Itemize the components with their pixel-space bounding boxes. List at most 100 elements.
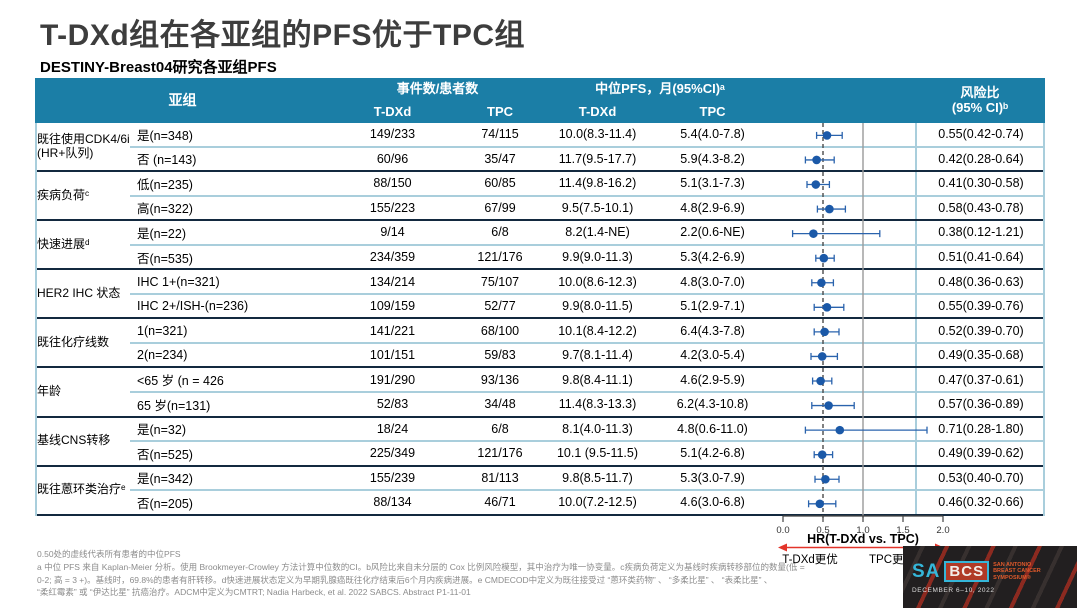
row-level-label: 是(n=32): [137, 423, 186, 438]
pfs-tpc-value: 2.2(0.6-NE): [680, 225, 745, 240]
events-tpc-value: 121/176: [477, 250, 523, 264]
pfs-tpc-value: 4.8(3.0-7.0): [680, 274, 745, 289]
hr-value: 0.49(0.39-0.62): [915, 442, 1045, 465]
hr-value: 0.58(0.43-0.78): [915, 196, 1045, 220]
sabcs-logo-bcs: BCS: [944, 561, 990, 582]
events-tpc-value: 74/115: [481, 127, 519, 142]
pfs-tpc-value: 5.4(4.0-7.8): [680, 127, 745, 142]
pfs-tdxd-value: 8.2(1.4-NE): [565, 225, 630, 240]
hr-value: 0.49(0.35-0.68): [915, 343, 1045, 367]
col-header-events-tpc: TPC: [487, 103, 513, 119]
subgroup-rows: 是(n=342) 155/239 81/113 9.8(8.5-11.7) 5.3(3.…: [130, 466, 1045, 514]
subgroup-group: 既往化疗线数 1(n=321) 141/221 68/100 10.1(8.4-12.2…: [35, 319, 1045, 369]
pfs-tpc-value: 4.6(2.9-5.9): [680, 372, 745, 387]
table-body: 既往使用CDK4/6i (HR+队列) 是(n=348) 149/233 74/115…: [35, 123, 1045, 516]
pfs-tpc-value: 5.1(4.2-6.8): [680, 446, 745, 461]
subgroup-group: HER2 IHC 状态 IHC 1+(n=321) 134/214 75/107 10.…: [35, 270, 1045, 320]
col-header-subgroup: 亚组: [168, 91, 197, 108]
subgroup-label: 快速进展ᵈ: [37, 236, 90, 251]
axis-tick-label: 0.5: [816, 525, 829, 536]
events-tdxd-value: 88/150: [373, 176, 412, 191]
events-tpc-value: 6/8: [491, 225, 509, 240]
pfs-tdxd-value: 10.0(8.3-11.4): [558, 127, 637, 142]
hr-value: 0.51(0.41-0.64): [915, 245, 1045, 269]
events-tdxd-value: 52/83: [376, 397, 409, 412]
subgroup-rows: 1(n=321) 141/221 68/100 10.1(8.4-12.2) 6.4(4…: [130, 319, 1045, 367]
table-row: IHC 1+(n=321) 134/214 75/107 10.0(8.6-12.3)…: [130, 270, 1045, 293]
table-row: 是(n=342) 155/239 81/113 9.8(8.5-11.7) 5.3(3.…: [130, 466, 1045, 490]
hr-value: 0.53(0.40-0.70): [915, 466, 1045, 490]
events-tdxd-value: 225/349: [369, 446, 416, 461]
row-level-label: 2(n=234): [137, 348, 188, 363]
row-level-label: 否 (n=143): [137, 153, 197, 168]
pfs-tpc-value: 5.3(4.2-6.9): [680, 250, 745, 264]
pfs-tpc-value: 4.6(3.0-6.8): [680, 495, 745, 510]
hr-value: 0.46(0.32-0.66): [915, 491, 1045, 514]
pfs-tdxd-value: 11.7(9.5-17.7): [558, 151, 637, 166]
pfs-tdxd-value: 9.5(7.5-10.1): [561, 200, 634, 215]
subgroup-label: 既往使用CDK4/6i (HR+队列): [37, 131, 130, 160]
pfs-tpc-value: 4.8(0.6-11.0): [677, 421, 748, 436]
col-header-events: 事件数/患者数: [396, 81, 479, 97]
events-tpc-value: 67/99: [484, 200, 516, 215]
pfs-tdxd-value: 10.0(7.2-12.5): [558, 495, 637, 510]
table-border-line: [35, 123, 37, 516]
footnote-line: 0.50处的虚线代表所有患者的中位PFS: [37, 549, 181, 559]
table-row: 是(n=22) 9/14 6/8 8.2(1.4-NE) 2.2(0.6-NE) 0.38…: [130, 221, 1045, 244]
subgroup-group: 既往蒽环类治疗ᵉ 是(n=342) 155/239 81/113 9.8(8.5-11.…: [35, 466, 1045, 516]
events-tpc-value: 52/77: [484, 299, 516, 314]
subgroup-group: 年龄 <65 岁 (n = 426 191/290 93/136 9.8(8.4-11.…: [35, 368, 1045, 418]
events-tdxd-value: 191/290: [369, 372, 416, 387]
row-level-label: 是(n=342): [137, 472, 193, 487]
hr-value: 0.57(0.36-0.89): [915, 393, 1045, 416]
col-header-median-tdxd: T-DXd: [578, 103, 617, 119]
footnote-line: 0-2; 高 = 3 +)。基线时，69.8%的患者有肝转移。d快速进展状态定义…: [37, 574, 773, 585]
pfs-tdxd-value: 10.0(8.6-12.3): [558, 274, 637, 289]
col-header-median-pfs: 中位PFS，月(95%CI)ᵃ: [595, 81, 725, 97]
row-level-label: 是(n=22): [137, 226, 186, 241]
sabcs-logo-sa: SA: [912, 560, 941, 582]
row-level-label: 65 岁(n=131): [137, 398, 211, 413]
table-header: 亚组 事件数/患者数 T-DXd TPC 中位PFS，月(95%CI)ᵃ T-D…: [35, 78, 1045, 123]
row-level-label: <65 岁 (n = 426: [137, 374, 224, 389]
hr-value: 0.71(0.28-1.80): [915, 417, 1045, 441]
hr-value: 0.55(0.39-0.76): [915, 294, 1045, 318]
events-tdxd-value: 18/24: [376, 421, 409, 436]
hr-value: 0.41(0.30-0.58): [915, 172, 1045, 195]
row-level-label: 否(n=535): [137, 251, 193, 266]
subgroup-rows: 是(n=348) 149/233 74/115 10.0(8.3-11.4) 5.4(4…: [130, 123, 1045, 171]
pfs-tdxd-value: 9.7(8.1-11.4): [562, 348, 633, 363]
events-tpc-value: 60/85: [484, 176, 516, 191]
sabcs-logo: SA BCS SAN ANTONIO BREAST CANCER SYMPOSI…: [903, 546, 1077, 608]
pfs-tpc-value: 6.4(4.3-7.8): [680, 323, 745, 338]
subgroup-rows: 低(n=235) 88/150 60/85 11.4(9.8-16.2) 5.1(3.1…: [130, 172, 1045, 220]
hr-header-line2: (95% CI)ᵇ: [951, 99, 1009, 115]
subgroup-label: 既往蒽环类治疗ᵉ: [37, 482, 126, 497]
pfs-tpc-value: 4.2(3.0-5.4): [680, 348, 745, 363]
table-border-line: [1043, 123, 1045, 516]
table-row: <65 岁 (n = 426 191/290 93/136 9.8(8.4-11.1)…: [130, 368, 1045, 392]
pfs-tdxd-value: 9.9(8.0-11.5): [562, 299, 633, 314]
pfs-tdxd-value: 11.4(8.3-13.3): [558, 397, 637, 412]
table-row: 是(n=32) 18/24 6/8 8.1(4.0-11.3) 4.8(0.6-11.0…: [130, 417, 1045, 441]
subgroup-rows: 是(n=32) 18/24 6/8 8.1(4.0-11.3) 4.8(0.6-11.0…: [130, 417, 1045, 465]
table-row: 1(n=321) 141/221 68/100 10.1(8.4-12.2) 6.4(4…: [130, 319, 1045, 342]
axis-title: HR(T-DXd vs. TPC): [807, 532, 919, 546]
events-tdxd-value: 88/134: [373, 495, 412, 510]
pfs-tpc-value: 5.9(4.3-8.2): [680, 151, 745, 166]
pfs-tpc-value: 5.1(3.1-7.3): [680, 176, 745, 191]
subgroup-rows: 是(n=22) 9/14 6/8 8.2(1.4-NE) 2.2(0.6-NE) 0.38…: [130, 221, 1045, 269]
footnote-line: “柔红霉素” 或 “伊达比星” 抗癌治疗。ADCM中定义为CMTRT; Nadi…: [37, 587, 471, 598]
pfs-tdxd-value: 11.4(9.8-16.2): [558, 176, 637, 191]
events-tdxd-value: 155/223: [369, 200, 416, 215]
subgroup-group: 既往使用CDK4/6i (HR+队列) 是(n=348) 149/233 74/115…: [35, 123, 1045, 173]
hr-value: 0.38(0.12-1.21): [915, 221, 1045, 244]
col-header-forest: [775, 78, 915, 123]
table-row: 否(n=205) 88/134 46/71 10.0(7.2-12.5) 4.6(3.0…: [130, 489, 1045, 514]
events-tdxd-value: 60/96: [376, 151, 409, 166]
row-level-label: 是(n=348): [137, 128, 193, 143]
subgroup-label: HER2 IHC 状态: [37, 285, 121, 300]
row-level-label: 否(n=205): [137, 496, 193, 511]
table-row: 是(n=348) 149/233 74/115 10.0(8.3-11.4) 5.4(4…: [130, 123, 1045, 146]
